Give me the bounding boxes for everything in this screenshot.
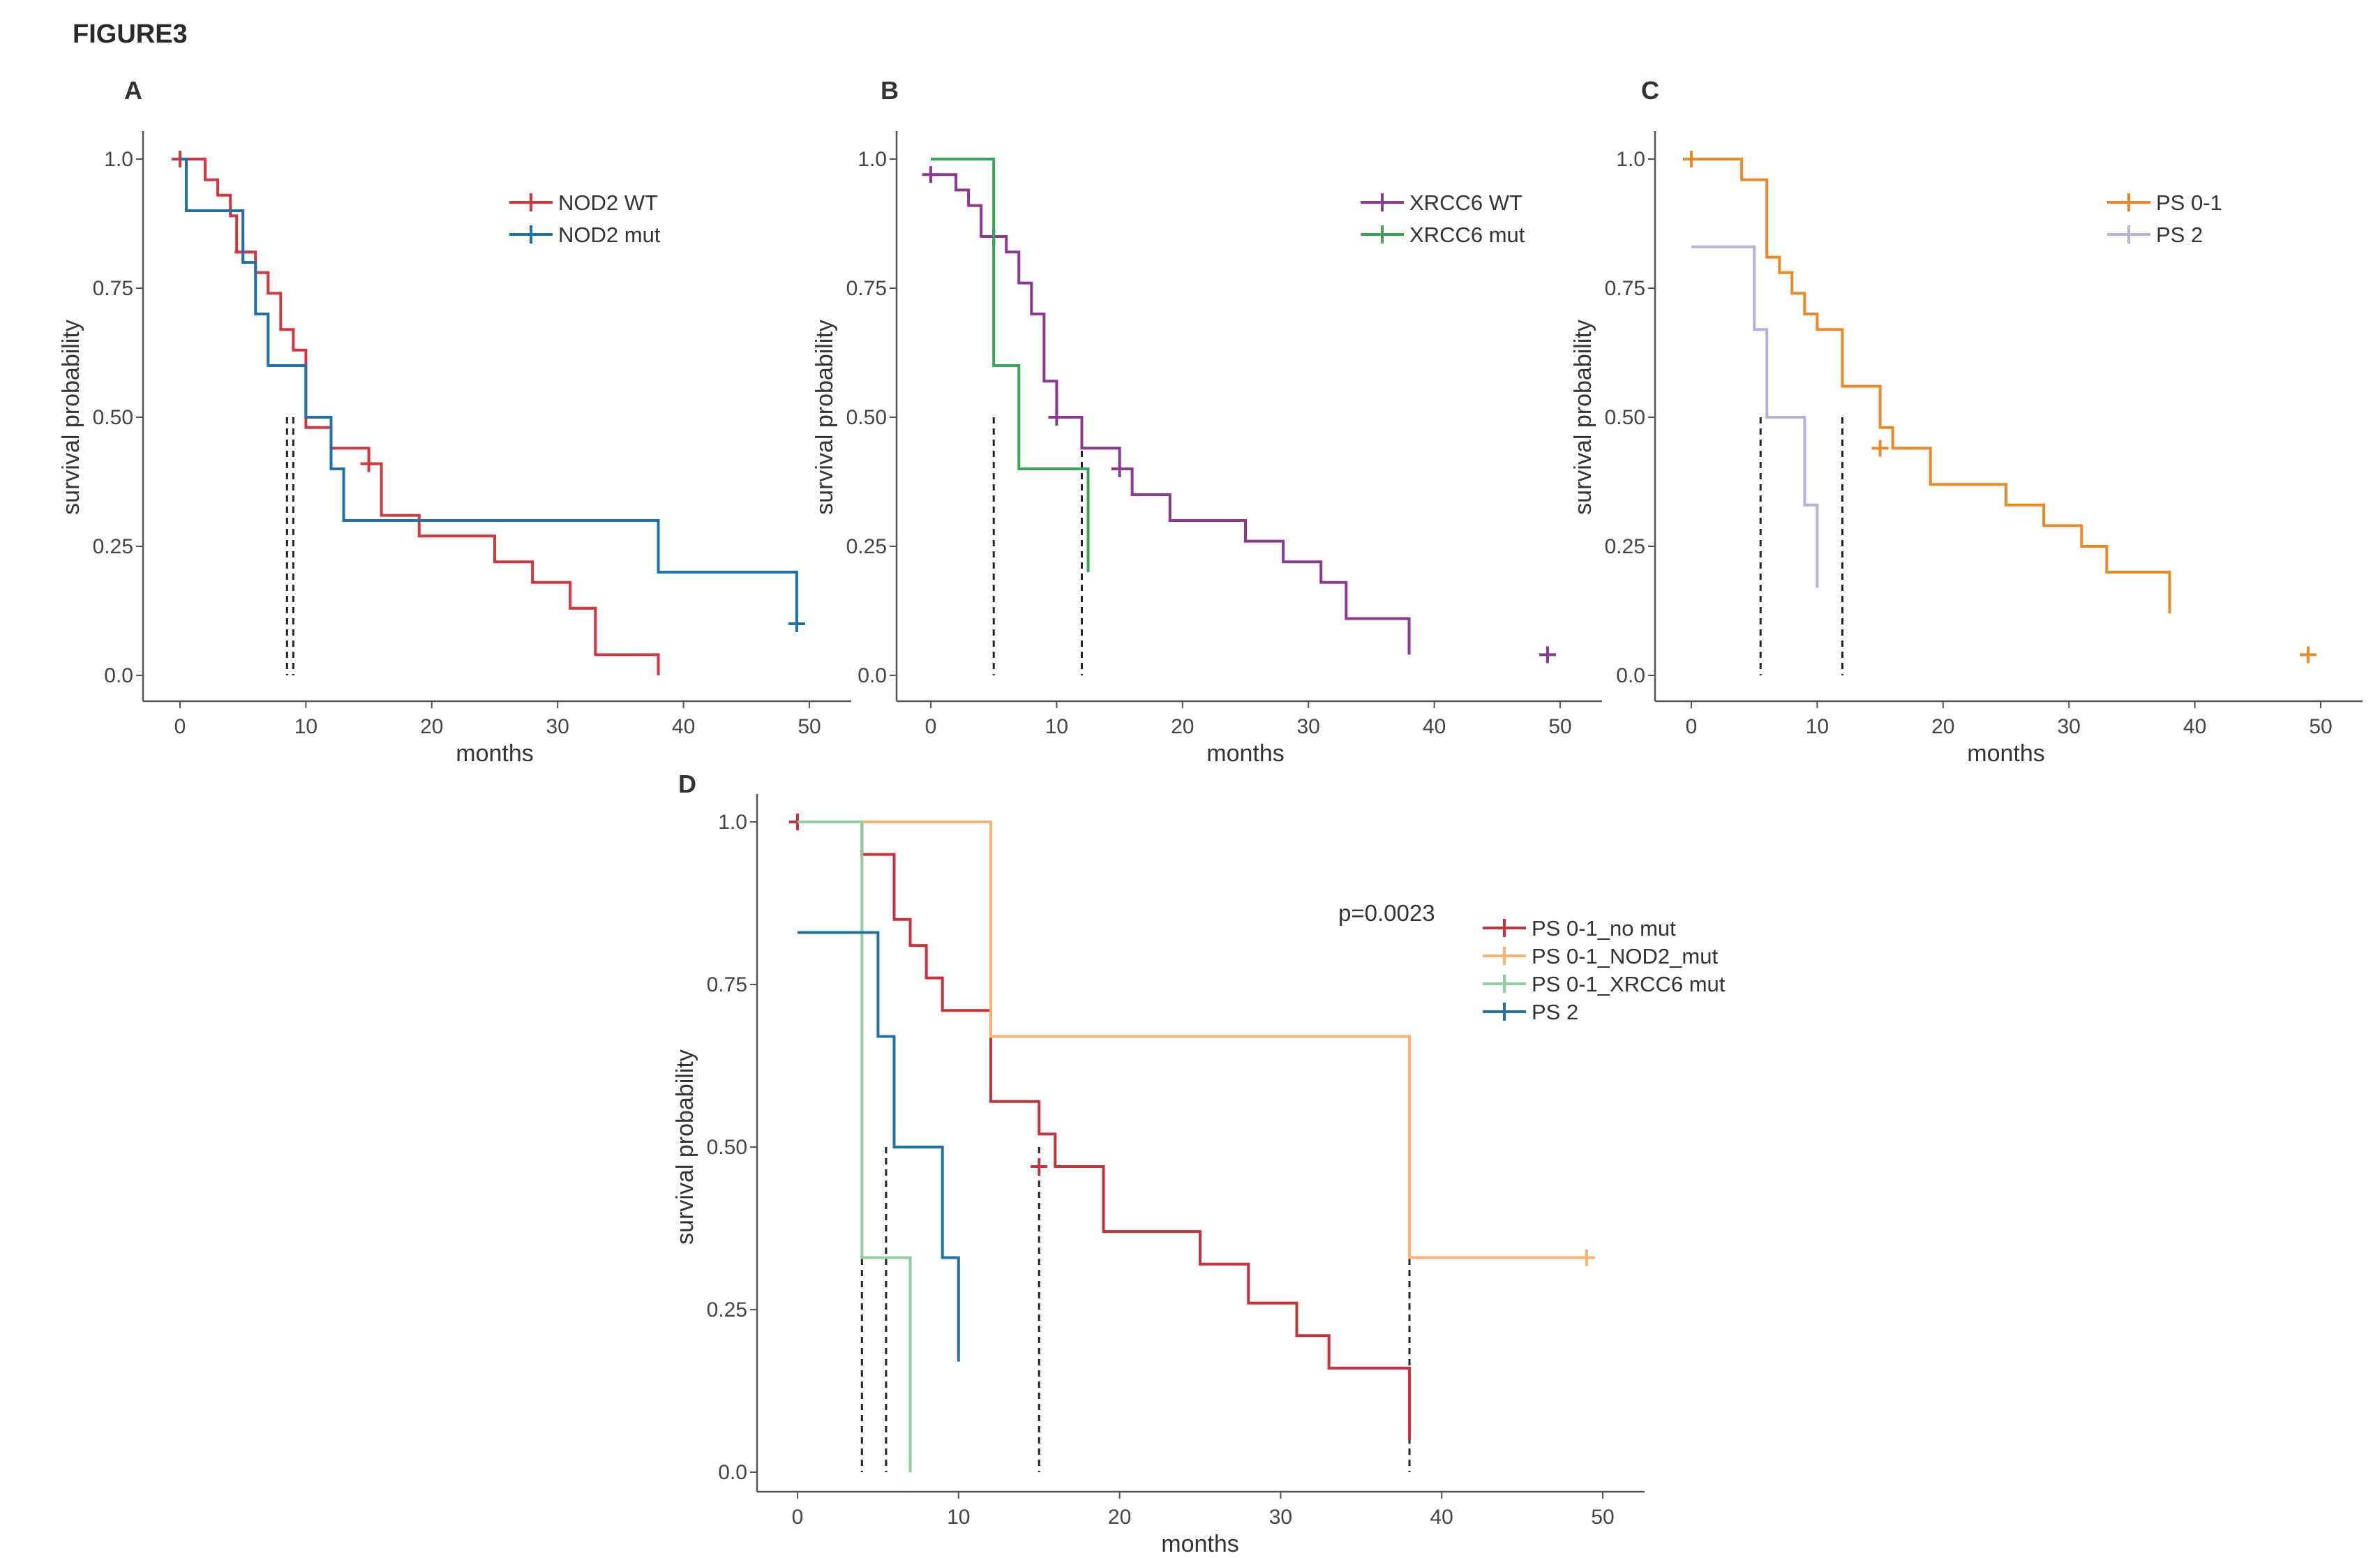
x-tick-label: 0 xyxy=(925,715,937,738)
panel-letter: C xyxy=(1641,76,1659,105)
x-tick-label: 10 xyxy=(294,715,317,738)
x-tick-label: 30 xyxy=(2058,715,2081,738)
x-tick-label: 40 xyxy=(1423,715,1446,738)
x-tick-label: 0 xyxy=(792,1506,804,1529)
y-tick-label: 0.75 xyxy=(707,973,747,996)
survival-curve xyxy=(931,158,1090,572)
legend: PS 0-1 PS 2 xyxy=(2107,190,2222,247)
y-tick-label: 0.0 xyxy=(858,664,887,687)
x-tick-label: 0 xyxy=(174,715,186,738)
x-axis-title: months xyxy=(1967,740,2045,767)
legend-label: XRCC6 mut xyxy=(1409,223,1525,247)
survival-curve xyxy=(1691,158,2171,614)
legend: PS 0-1_no mut PS 0-1_NOD2_mut PS 0-1_XRCC6… xyxy=(1483,916,1726,1024)
y-tick-label: 0.0 xyxy=(104,664,133,687)
x-tick-label: 50 xyxy=(1548,715,1571,738)
legend-label: PS 0-1_XRCC6 mut xyxy=(1532,972,1726,996)
survival-curve xyxy=(931,173,1411,655)
y-tick-label: 1.0 xyxy=(858,148,887,171)
y-tick-label: 1.0 xyxy=(718,811,747,834)
panel-c: C 0.0 0.25 0.50 0.75 1.0 0 10 20 30 40 50 months surv… xyxy=(1570,76,2363,767)
legend-label: XRCC6 WT xyxy=(1409,190,1522,215)
y-tick-label: 0.75 xyxy=(93,277,133,300)
y-tick-label: 0.0 xyxy=(1616,664,1645,687)
y-tick-label: 0.50 xyxy=(93,406,133,429)
survival-curve xyxy=(798,931,960,1362)
y-axis-title: survival probability xyxy=(811,320,838,515)
y-tick-label: 1.0 xyxy=(104,148,133,171)
x-tick-label: 20 xyxy=(1171,715,1194,738)
legend-label: PS 0-1 xyxy=(2156,190,2222,215)
panel-letter: A xyxy=(124,76,142,105)
x-tick-label: 10 xyxy=(1806,715,1829,738)
x-tick-label: 0 xyxy=(1686,715,1698,738)
y-tick-label: 0.0 xyxy=(718,1461,747,1484)
panel-a: A 0.0 0.25 0.50 0.75 1.0 0 10 20 30 40 50 months surv… xyxy=(58,76,851,767)
x-tick-label: 50 xyxy=(1591,1506,1614,1529)
x-tick-label: 10 xyxy=(947,1506,970,1529)
x-tick-label: 10 xyxy=(1045,715,1068,738)
x-axis-title: months xyxy=(456,740,534,767)
survival-curve xyxy=(798,821,1412,1440)
y-axis-title: survival probability xyxy=(58,320,84,515)
x-tick-label: 40 xyxy=(672,715,695,738)
y-tick-label: 0.25 xyxy=(93,535,133,558)
x-tick-label: 20 xyxy=(1931,715,1954,738)
x-tick-label: 40 xyxy=(2183,715,2206,738)
legend-label: PS 0-1_no mut xyxy=(1532,916,1676,941)
y-tick-label: 0.25 xyxy=(1605,535,1645,558)
x-tick-label: 40 xyxy=(1430,1506,1453,1529)
x-tick-label: 20 xyxy=(420,715,443,738)
y-tick-label: 0.50 xyxy=(846,406,887,429)
panel-b: B 0.0 0.25 0.50 0.75 1.0 0 10 20 30 40 50 months surv… xyxy=(811,76,1602,767)
y-tick-label: 0.50 xyxy=(1605,406,1645,429)
legend-label: NOD2 WT xyxy=(558,190,658,215)
y-tick-label: 0.50 xyxy=(707,1136,747,1159)
panel-letter: D xyxy=(678,770,696,798)
survival-curve xyxy=(180,158,660,675)
y-tick-label: 1.0 xyxy=(1616,148,1645,171)
survival-curve xyxy=(798,821,1587,1259)
legend-label: PS 0-1_NOD2_mut xyxy=(1532,944,1718,968)
survival-curve xyxy=(180,158,798,624)
legend-label: PS 2 xyxy=(2156,223,2203,247)
y-tick-label: 0.25 xyxy=(707,1298,747,1321)
legend: XRCC6 WT XRCC6 mut xyxy=(1361,190,1525,247)
x-tick-label: 50 xyxy=(798,715,821,738)
panel-d: D 0.0 0.25 0.50 0.75 1.0 0 10 20 30 40 50 months surv… xyxy=(672,770,1726,1557)
panel-letter: B xyxy=(881,76,899,105)
survival-curve xyxy=(1691,245,1819,588)
legend: NOD2 WT NOD2 mut xyxy=(509,190,661,247)
y-tick-label: 0.75 xyxy=(1605,277,1645,300)
p-value-annotation: p=0.0023 xyxy=(1338,900,1435,926)
x-axis-title: months xyxy=(1161,1531,1239,1557)
survival-curve xyxy=(798,821,912,1472)
y-axis-title: survival probability xyxy=(1570,320,1596,515)
y-tick-label: 0.25 xyxy=(846,535,887,558)
y-tick-label: 0.75 xyxy=(846,277,887,300)
y-axis-title: survival probability xyxy=(672,1049,698,1245)
x-tick-label: 50 xyxy=(2309,715,2332,738)
x-tick-label: 30 xyxy=(1269,1506,1292,1529)
x-tick-label: 30 xyxy=(1297,715,1320,738)
x-tick-label: 30 xyxy=(546,715,569,738)
x-tick-label: 20 xyxy=(1108,1506,1131,1529)
legend-label: PS 2 xyxy=(1532,1000,1578,1024)
legend-label: NOD2 mut xyxy=(558,223,661,247)
figure-title: FIGURE3 xyxy=(73,20,188,49)
x-axis-title: months xyxy=(1206,740,1285,767)
